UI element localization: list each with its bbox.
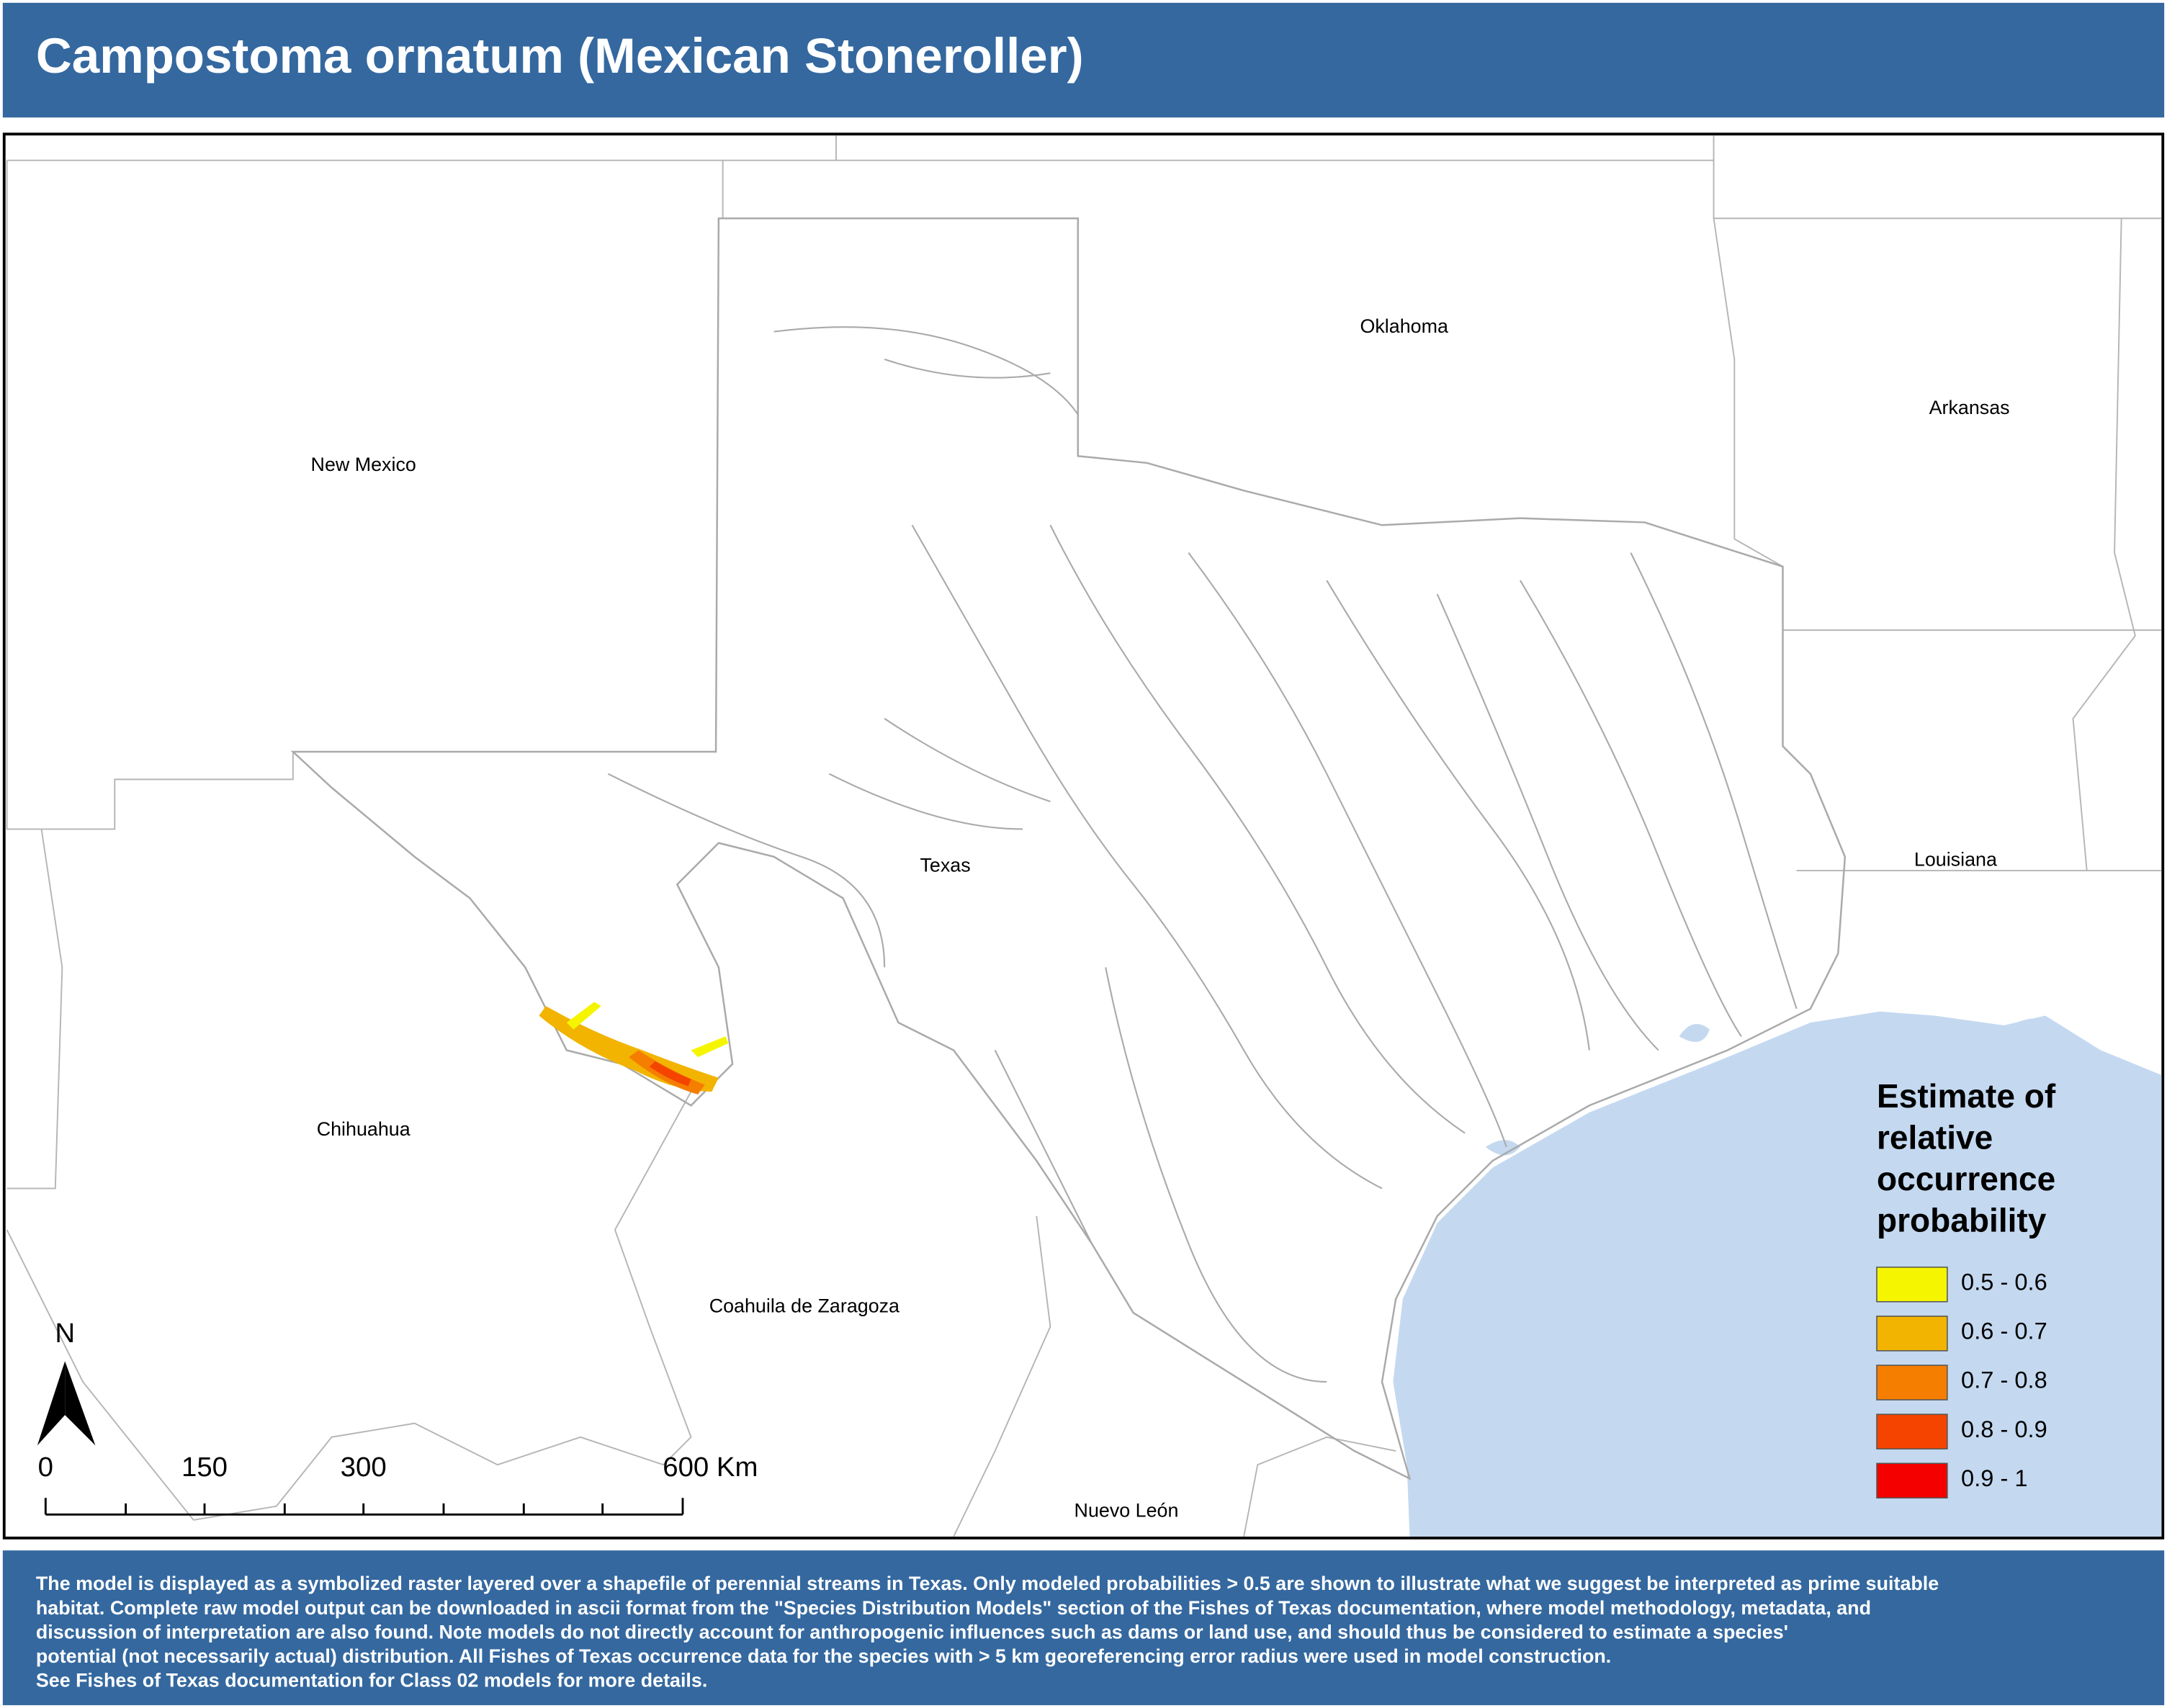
legend-swatch <box>1876 1462 1948 1499</box>
streams <box>607 326 1798 1383</box>
scale-label: 600 Km <box>663 1452 758 1483</box>
legend-title: probability <box>1877 1202 2047 1239</box>
footer-bar <box>2 1550 2165 1706</box>
gulf-of-mexico <box>1393 1011 2162 1537</box>
title: Campostoma ornatum (Mexican Stoneroller) <box>36 27 1084 84</box>
legend-swatch <box>1876 1365 1948 1401</box>
map-frame: New Mexico Oklahoma Arkansas Texas Louisiana… <box>2 132 2165 1540</box>
legend-title: Estimate of <box>1877 1077 2056 1115</box>
legend-label: 0.9 - 1 <box>1961 1465 2027 1491</box>
footer-text: The model is displayed as a symbolized r… <box>36 1573 1939 1691</box>
footer-line: discussion of interpretation are also fo… <box>36 1621 1788 1642</box>
place-labels: New Mexico Oklahoma Arkansas Texas Louisiana… <box>311 315 2010 1522</box>
place-label: Coahuila de Zaragoza <box>709 1295 899 1317</box>
place-label: New Mexico <box>311 454 416 475</box>
legend-swatch <box>1876 1267 1948 1303</box>
borders <box>6 135 2162 1537</box>
legend-label: 0.6 - 0.7 <box>1961 1318 2047 1344</box>
footer-line: See Fishes of Texas documentation for Cl… <box>36 1670 707 1691</box>
place-label: Nuevo León <box>1074 1500 1179 1522</box>
scale-label: 0 <box>38 1452 53 1483</box>
legend-title: relative <box>1877 1118 1993 1156</box>
occurrence-raster <box>539 1002 729 1095</box>
scale-bar: 0 150 300 600 Km <box>38 1452 758 1516</box>
header-bar <box>2 2 2165 118</box>
legend-swatch <box>1876 1413 1948 1449</box>
place-label: Oklahoma <box>1360 315 1448 337</box>
place-label: Louisiana <box>1914 849 1997 871</box>
legend-label: 0.7 - 0.8 <box>1961 1367 2047 1393</box>
legend-swatch <box>1876 1316 1948 1352</box>
texas-outline <box>290 217 1847 1480</box>
north-label: N <box>55 1318 75 1349</box>
place-label: Texas <box>920 854 971 876</box>
scale-label: 150 <box>181 1452 228 1483</box>
legend-label: 0.8 - 0.9 <box>1961 1416 2047 1442</box>
legend-label: 0.5 - 0.6 <box>1961 1268 2047 1295</box>
place-label: Chihuahua <box>317 1118 410 1140</box>
footer-line: The model is displayed as a symbolized r… <box>36 1573 1939 1594</box>
footer-line: habitat. Complete raw model output can b… <box>36 1597 1871 1619</box>
footer-line: potential (not necessarily actual) distr… <box>36 1645 1611 1667</box>
scale-label: 300 <box>341 1452 387 1483</box>
place-label: Arkansas <box>1929 397 2010 418</box>
legend-title: occurrence <box>1877 1160 2055 1197</box>
